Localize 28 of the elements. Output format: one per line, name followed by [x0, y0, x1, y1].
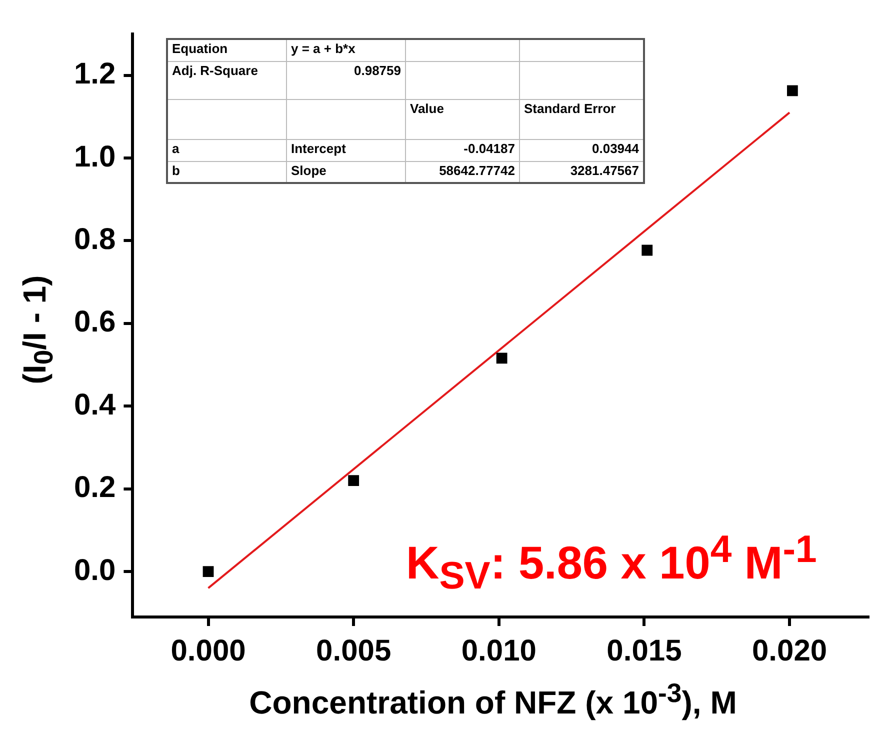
y-tick-label: 0.2 — [74, 471, 116, 504]
y-tick-label: 0.8 — [74, 223, 116, 256]
annotation: Intercept — [286, 139, 406, 161]
annotation: y = a + b*x — [286, 39, 406, 61]
annotation: Standard Error — [520, 99, 644, 139]
annotation: 3281.47567 — [520, 161, 644, 183]
annotation: b — [167, 161, 286, 183]
annotation: 58642.77742 — [406, 161, 520, 183]
annotation: Adj. R-Square — [167, 61, 286, 99]
y-tick-label: 0.4 — [74, 388, 116, 422]
annotation: Slope — [286, 161, 406, 183]
x-tick-label: 0.020 — [752, 634, 828, 668]
y-tick-label: 0.6 — [74, 306, 116, 339]
annotation: -0.04187 — [406, 139, 520, 161]
annotation: Value — [406, 99, 520, 139]
annotation: K$_{SV}$: 5.86 x 10$^{4}$ M$^{-1}$ — [406, 528, 817, 599]
annotation: Equation — [167, 39, 286, 61]
x-tick-label: 0.015 — [606, 634, 682, 668]
y-tick-label: 0.0 — [74, 554, 116, 587]
y-tick-label: 1.2 — [74, 58, 116, 91]
annotation: 0.03944 — [520, 139, 644, 161]
x-tick-label: 0.010 — [461, 634, 536, 668]
x-tick-label: 0.005 — [316, 634, 392, 668]
y-tick-label: 1.0 — [74, 140, 116, 174]
x-axis-title: Concentration of NFZ (x 10$^{-3}$), M — [248, 678, 738, 722]
annotation: 0.98759 — [286, 61, 406, 99]
x-tick-label: 0.000 — [170, 634, 246, 668]
annotation: a — [167, 139, 286, 161]
